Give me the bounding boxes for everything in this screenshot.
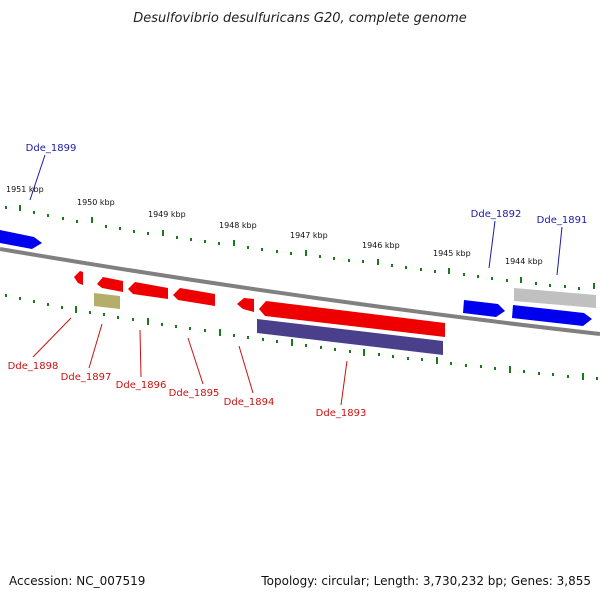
gene-label[interactable]: Dde_1897 — [61, 372, 112, 383]
gene-arrow-Dde_1899[interactable] — [0, 230, 42, 249]
scale-label: 1946 kbp — [362, 241, 400, 250]
gene-label[interactable]: Dde_1895 — [169, 388, 220, 399]
map-title: Desulfovibrio desulfuricans G20, complet… — [133, 11, 467, 26]
scale-label: 1949 kbp — [148, 210, 186, 219]
gene-labels: Dde_1899 Dde_1892 Dde_1891 Dde_1898 Dde_… — [8, 143, 588, 419]
accession-text: Accession: NC_007519 — [9, 574, 145, 588]
gene-arrow-Dde_1898[interactable] — [74, 271, 83, 285]
reverse-leaders — [32, 317, 348, 406]
inner-tick-track — [5, 294, 598, 380]
leader-Dde_1894 — [238, 345, 254, 394]
gene-label[interactable]: Dde_1891 — [537, 215, 588, 226]
topology-summary: Topology: circular; Length: 3,730,232 bp… — [260, 574, 591, 588]
scale-label: 1944 kbp — [505, 257, 543, 266]
genome-ribbon — [0, 247, 600, 336]
scale-labels: 1951 kbp 1950 kbp 1949 kbp 1948 kbp 1947… — [6, 185, 543, 266]
gene-arrow-Dde_1893[interactable] — [259, 301, 445, 337]
gene-label[interactable]: Dde_1899 — [26, 143, 77, 154]
gene-label[interactable]: Dde_1894 — [224, 397, 275, 408]
gene-arrow-Dde_1891[interactable] — [512, 305, 592, 326]
gene-arrow-Dde_1895[interactable] — [173, 288, 215, 306]
gene-arrow-Dde_1892[interactable] — [463, 300, 505, 317]
gene-box-grey[interactable] — [514, 288, 596, 308]
leader-Dde_1899 — [29, 154, 46, 201]
leader-Dde_1896 — [139, 329, 142, 378]
leader-Dde_1891 — [556, 226, 563, 276]
feature-box-olive[interactable] — [94, 293, 120, 309]
feature-box-purple[interactable] — [257, 319, 443, 355]
gene-arrow-Dde_1894[interactable] — [237, 298, 254, 312]
scale-label: 1948 kbp — [219, 221, 257, 230]
leader-Dde_1898 — [32, 317, 72, 358]
scale-label: 1950 kbp — [77, 198, 115, 207]
forward-leaders — [29, 154, 563, 276]
gene-arrow-Dde_1897[interactable] — [97, 277, 123, 292]
scale-label: 1951 kbp — [6, 185, 44, 194]
leader-Dde_1892 — [488, 220, 496, 269]
leader-Dde_1897 — [88, 323, 103, 369]
leader-Dde_1895 — [187, 337, 204, 385]
gene-label[interactable]: Dde_1898 — [8, 361, 59, 372]
gene-label[interactable]: Dde_1893 — [316, 408, 367, 419]
scale-label: 1945 kbp — [433, 249, 471, 258]
scale-label: 1947 kbp — [290, 231, 328, 240]
forward-strand-track — [0, 230, 596, 326]
leader-Dde_1893 — [340, 360, 348, 406]
gene-label[interactable]: Dde_1896 — [116, 380, 167, 391]
gene-label[interactable]: Dde_1892 — [471, 209, 522, 220]
outer-tick-track — [5, 205, 595, 290]
reverse-strand-track — [74, 271, 445, 355]
gene-arrow-Dde_1896[interactable] — [128, 282, 168, 299]
